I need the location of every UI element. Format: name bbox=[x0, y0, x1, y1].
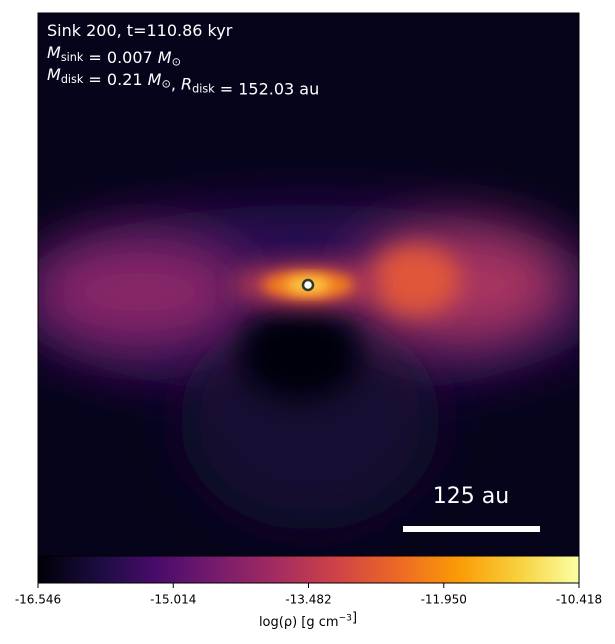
sink-marker bbox=[301, 278, 315, 292]
colorbar-tick-label: -13.482 bbox=[285, 593, 331, 607]
superscript: −3 bbox=[339, 613, 353, 623]
scale-bar bbox=[403, 526, 540, 532]
annotation: Msink = 0.007 M⊙ bbox=[47, 43, 181, 69]
math-symbol: M bbox=[148, 69, 162, 88]
colorbar-tick-label: -15.014 bbox=[150, 593, 196, 607]
text-part: = 152.03 au bbox=[215, 79, 320, 98]
math-symbol: R bbox=[181, 74, 192, 93]
subscript: ⊙ bbox=[172, 56, 181, 69]
colorbar bbox=[37, 555, 580, 584]
scale-bar-label: 125 au bbox=[433, 484, 509, 509]
text-part: = 0.21 bbox=[83, 69, 147, 88]
colorbar-tick-label: -10.418 bbox=[556, 593, 602, 607]
colorbar-tick-label: -16.546 bbox=[15, 593, 61, 607]
text-part: Sink 200, t=110.86 kyr bbox=[47, 21, 233, 40]
text-part: log(ρ) [g cm bbox=[259, 615, 339, 630]
subscript: ⊙ bbox=[161, 78, 170, 91]
text-part: = 0.007 bbox=[83, 47, 157, 66]
math-symbol: M bbox=[158, 47, 172, 66]
colorbar-label: log(ρ) [g cm−3] bbox=[259, 610, 357, 630]
text-part: , bbox=[171, 74, 181, 93]
subscript: sink bbox=[61, 51, 84, 64]
text-part: ] bbox=[352, 610, 357, 625]
math-symbol: M bbox=[47, 43, 61, 62]
colorbar-tick-label: -11.950 bbox=[421, 593, 467, 607]
subscript: disk bbox=[61, 73, 84, 86]
subscript: disk bbox=[192, 82, 215, 95]
math-symbol: M bbox=[47, 65, 61, 84]
annotation: Mdisk = 0.21 M⊙, Rdisk = 152.03 au bbox=[47, 65, 319, 98]
density-map: 125 au bbox=[38, 13, 579, 556]
annotation: Sink 200, t=110.86 kyr bbox=[47, 21, 233, 40]
